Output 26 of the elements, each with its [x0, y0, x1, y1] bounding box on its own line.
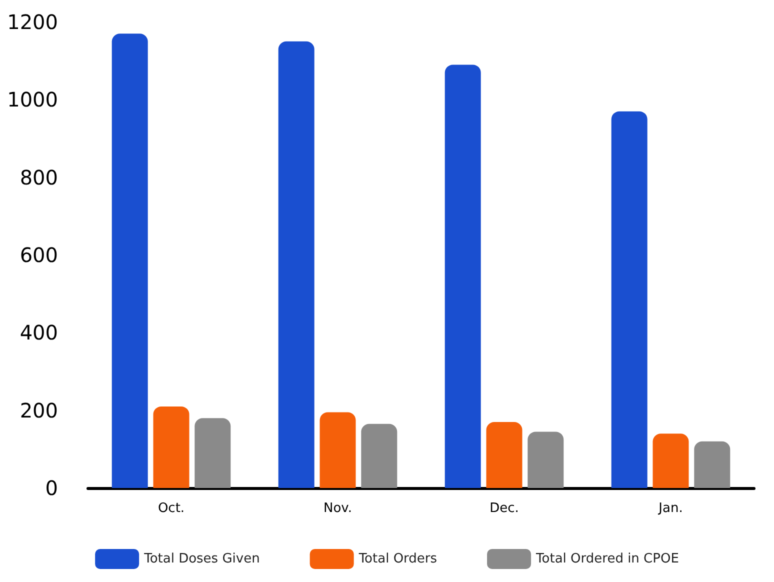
bar: [486, 422, 522, 488]
bar: [112, 34, 148, 488]
bar: [361, 424, 398, 488]
y-tick-label: 400: [20, 320, 58, 345]
bar: [611, 111, 648, 488]
y-tick-label: 1000: [7, 88, 58, 112]
bar: [444, 64, 481, 488]
y-tick-label: 0: [45, 476, 58, 500]
bar: [694, 441, 730, 488]
bar: [652, 434, 689, 488]
x-tick-label: Nov.: [324, 501, 352, 516]
legend-label: Total Doses Given: [143, 552, 260, 566]
x-tick-label: Jan.: [658, 501, 683, 516]
bar: [528, 432, 564, 488]
bar: [194, 418, 231, 488]
legend-label: Total Orders: [358, 552, 438, 566]
y-tick-label: 1200: [7, 10, 58, 34]
x-tick-label: Dec.: [490, 501, 519, 516]
y-tick-label: 200: [20, 398, 58, 422]
legend-label: Total Ordered in CPOE: [535, 552, 679, 566]
bar: [320, 412, 356, 488]
y-tick-label: 800: [20, 165, 58, 190]
bar: [153, 406, 190, 488]
x-tick-label: Oct.: [158, 501, 185, 516]
bar: [278, 41, 314, 488]
y-tick-label: 600: [20, 243, 58, 267]
